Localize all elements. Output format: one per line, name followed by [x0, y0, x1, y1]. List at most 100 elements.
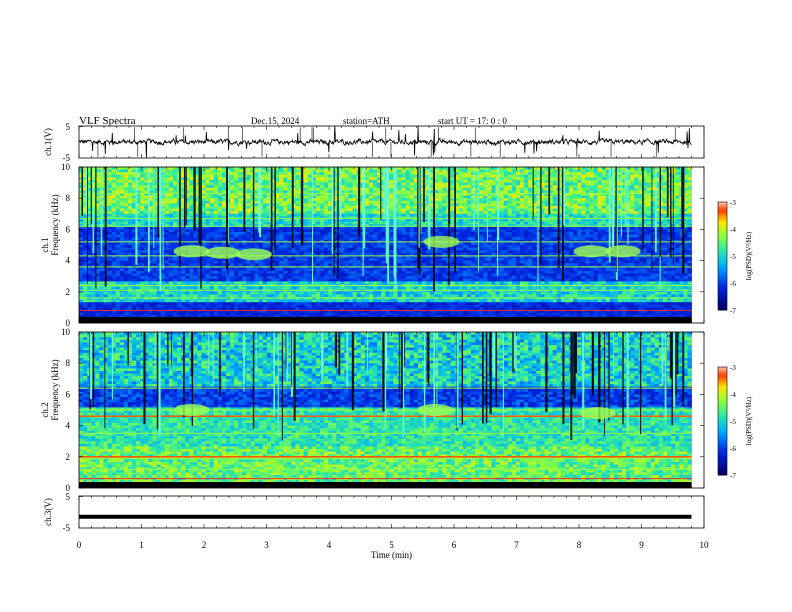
- spec1-cell: [491, 237, 495, 240]
- spec1-cell: [504, 211, 508, 214]
- spec1-cell: [353, 183, 357, 186]
- spec1-cell: [120, 167, 124, 170]
- spec1-cell: [630, 188, 634, 191]
- spec1-cell: [500, 198, 504, 201]
- spec1-cell: [128, 185, 132, 188]
- spec1-cell: [663, 227, 667, 230]
- spec1-cell: [520, 185, 524, 188]
- spec1-cell: [634, 232, 638, 235]
- spec1-cell: [581, 172, 585, 175]
- spec1-cell: [630, 203, 634, 206]
- spec1-cell: [279, 219, 283, 222]
- spec1-cell: [516, 214, 520, 217]
- spec1-cell: [108, 206, 112, 209]
- spec1-cell: [504, 190, 508, 193]
- spec1-cell: [373, 222, 377, 225]
- spec1-cell: [520, 198, 524, 201]
- spec1-cell: [304, 232, 308, 235]
- spec1-cell: [651, 242, 655, 245]
- spec1-cell: [467, 188, 471, 191]
- spec1-cell: [589, 170, 593, 173]
- spec1-cell: [165, 232, 169, 235]
- spec1-cell: [402, 198, 406, 201]
- spec1-cell: [389, 188, 393, 191]
- spec1-cell: [320, 188, 324, 191]
- spec1-cell: [140, 248, 144, 251]
- spec1-cell: [189, 180, 193, 183]
- spec1-cell: [442, 232, 446, 235]
- spec1-cell: [577, 172, 581, 175]
- spec1-cell: [283, 250, 287, 253]
- spec1-cell: [238, 229, 242, 232]
- spec1-cell: [602, 170, 606, 173]
- spec1-cell: [140, 196, 144, 199]
- spec1-cell: [369, 214, 373, 217]
- spec1-cell: [569, 222, 573, 225]
- spec1-cell: [573, 185, 577, 188]
- spec1-cell: [402, 172, 406, 175]
- spec1-cell: [398, 227, 402, 230]
- spec1-cell: [324, 185, 328, 188]
- spec1-cell: [479, 185, 483, 188]
- spec1-cell: [210, 190, 214, 193]
- spec1-cell: [153, 177, 157, 180]
- spec1-cell: [173, 183, 177, 186]
- spec1-cell: [520, 245, 524, 248]
- spec1-cell: [120, 232, 124, 235]
- spec1-cell: [479, 175, 483, 178]
- spec1-cell: [120, 237, 124, 240]
- spec1-cell: [206, 175, 210, 178]
- spec1-cell: [618, 242, 622, 245]
- spec1-cell: [230, 201, 234, 204]
- spec1-cell: [491, 248, 495, 251]
- spec1-cell: [165, 167, 169, 170]
- spec1-cell: [463, 190, 467, 193]
- spec1-cell: [263, 183, 267, 186]
- spec1-cell: [438, 183, 442, 186]
- spec1-cell: [353, 229, 357, 232]
- spec1-cell: [594, 185, 598, 188]
- spec1-cell: [516, 188, 520, 191]
- spec1-cell: [500, 175, 504, 178]
- spec1-cell: [553, 175, 557, 178]
- spec1-cell: [349, 219, 353, 222]
- spec1-cell: [410, 196, 414, 199]
- spec1-cell: [128, 237, 132, 240]
- spec1-cell: [398, 248, 402, 251]
- spec1-cell: [549, 219, 553, 222]
- spec1-cell: [438, 188, 442, 191]
- spec1-cell: [353, 196, 357, 199]
- spec1-cell: [569, 185, 573, 188]
- spec1-cell: [630, 198, 634, 201]
- spec1-cell: [349, 227, 353, 230]
- spec1-cell: [520, 175, 524, 178]
- spec1-cell: [165, 222, 169, 225]
- spec1-cell: [279, 242, 283, 245]
- spec1-cell: [545, 201, 549, 204]
- spec1-cell: [675, 237, 679, 240]
- spec1-cell: [651, 235, 655, 238]
- spec1-cell: [516, 183, 520, 186]
- spec1-cell: [594, 209, 598, 212]
- spec1-cell: [479, 183, 483, 186]
- spec1-cell: [406, 245, 410, 248]
- spec1-cell: [381, 219, 385, 222]
- spec1-cell: [536, 248, 540, 251]
- spec1-cell: [230, 177, 234, 180]
- spec1-cell: [622, 232, 626, 235]
- spec1-cell: [438, 185, 442, 188]
- spec1-cell: [246, 196, 250, 199]
- spec1-cell: [549, 235, 553, 238]
- spec1-cell: [210, 170, 214, 173]
- spec1-cell: [398, 232, 402, 235]
- spec1-cell: [153, 185, 157, 188]
- spec1-cell: [663, 180, 667, 183]
- spec1-cell: [659, 177, 663, 180]
- spec1-cell: [234, 235, 238, 238]
- spec1-cell: [295, 201, 299, 204]
- spec1-cell: [279, 201, 283, 204]
- spec1-cell: [577, 170, 581, 173]
- spec1-cell: [479, 203, 483, 206]
- spec1-cell: [140, 222, 144, 225]
- spec1-cell: [316, 170, 320, 173]
